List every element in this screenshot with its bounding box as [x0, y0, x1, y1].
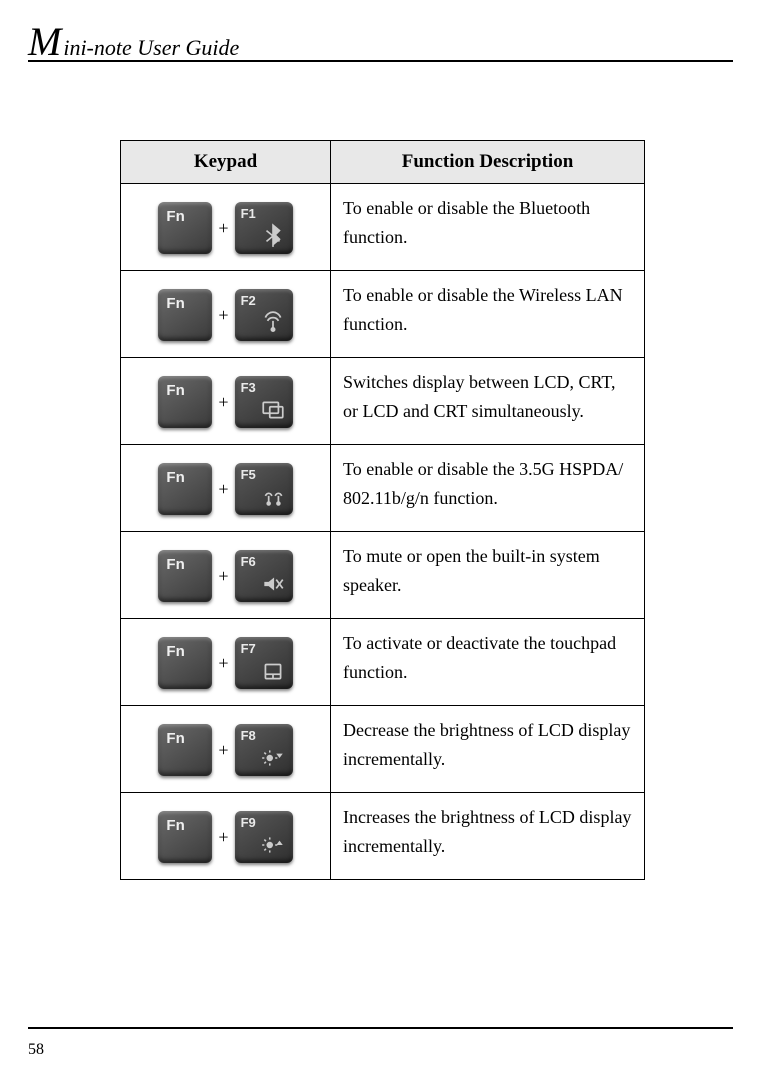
- page: M ini-note User Guide Keypad Function De…: [0, 0, 761, 1079]
- touchpad-icon: [259, 658, 287, 684]
- keypad-cell: Fn + F8: [121, 706, 331, 793]
- header-initial: M: [28, 18, 61, 65]
- function-key-table: Keypad Function Description Fn + F1: [120, 140, 645, 880]
- description-cell: Decrease the brightness of LCD display i…: [331, 706, 645, 793]
- plus-sign: +: [216, 566, 230, 587]
- fn-key: Fn: [158, 550, 212, 602]
- fn-key: Fn: [158, 376, 212, 428]
- key-combo: Fn + F3: [158, 376, 292, 428]
- table-row: Fn + F3 Switches display between LCD, CR…: [121, 358, 645, 445]
- fn-key: Fn: [158, 289, 212, 341]
- f3-key: F3: [235, 376, 293, 428]
- keypad-cell: Fn + F9: [121, 793, 331, 880]
- wifi-icon: [259, 310, 287, 336]
- fn-key: Fn: [158, 463, 212, 515]
- table-body: Fn + F1 To enable or disable the Bluetoo…: [121, 184, 645, 880]
- fkey-label: F3: [241, 380, 256, 395]
- keypad-cell: Fn + F6: [121, 532, 331, 619]
- fn-key: Fn: [158, 637, 212, 689]
- key-combo: Fn + F7: [158, 637, 292, 689]
- display-icon: [259, 397, 287, 423]
- plus-sign: +: [216, 305, 230, 326]
- fkey-label: F6: [241, 554, 256, 569]
- table-row: Fn + F1 To enable or disable the Bluetoo…: [121, 184, 645, 271]
- plus-sign: +: [216, 740, 230, 761]
- fn-key: Fn: [158, 811, 212, 863]
- f5-key: F5: [235, 463, 293, 515]
- keypad-cell: Fn + F5: [121, 445, 331, 532]
- wireless-icon: [259, 484, 287, 510]
- plus-sign: +: [216, 392, 230, 413]
- page-number: 58: [28, 1041, 44, 1059]
- fkey-label: F7: [241, 641, 256, 656]
- plus-sign: +: [216, 479, 230, 500]
- brightness-down-icon: [259, 745, 287, 771]
- description-cell: Increases the brightness of LCD display …: [331, 793, 645, 880]
- key-combo: Fn + F9: [158, 811, 292, 863]
- description-cell: To activate or deactivate the touchpad f…: [331, 619, 645, 706]
- table-header-row: Keypad Function Description: [121, 141, 645, 184]
- col-header-keypad: Keypad: [121, 141, 331, 184]
- description-cell: To enable or disable the Bluetooth funct…: [331, 184, 645, 271]
- plus-sign: +: [216, 653, 230, 674]
- table-row: Fn + F2 To enable or disable the Wireles…: [121, 271, 645, 358]
- f1-key: F1: [235, 202, 293, 254]
- key-combo: Fn + F1: [158, 202, 292, 254]
- col-header-description: Function Description: [331, 141, 645, 184]
- key-combo: Fn + F8: [158, 724, 292, 776]
- f2-key: F2: [235, 289, 293, 341]
- mute-icon: [259, 571, 287, 597]
- header-title: ini-note User Guide: [63, 35, 239, 61]
- description-cell: To enable or disable the 3.5G HSPDA/ 802…: [331, 445, 645, 532]
- keypad-cell: Fn + F7: [121, 619, 331, 706]
- plus-sign: +: [216, 218, 230, 239]
- table-row: Fn + F8 Decrease the brightness of LCD d…: [121, 706, 645, 793]
- divider-top: [28, 60, 733, 62]
- fkey-label: F9: [241, 815, 256, 830]
- description-cell: To enable or disable the Wireless LAN fu…: [331, 271, 645, 358]
- f7-key: F7: [235, 637, 293, 689]
- divider-bottom: [28, 1027, 733, 1029]
- key-combo: Fn + F5: [158, 463, 292, 515]
- key-combo: Fn + F2: [158, 289, 292, 341]
- keypad-cell: Fn + F3: [121, 358, 331, 445]
- keypad-cell: Fn + F2: [121, 271, 331, 358]
- table-row: Fn + F9 Increases the brightness of LCD …: [121, 793, 645, 880]
- f6-key: F6: [235, 550, 293, 602]
- table-row: Fn + F6 To mute or open the built-in sys…: [121, 532, 645, 619]
- f9-key: F9: [235, 811, 293, 863]
- fkey-label: F8: [241, 728, 256, 743]
- description-cell: Switches display between LCD, CRT, or LC…: [331, 358, 645, 445]
- table-row: Fn + F7 To activate or deactivate the to…: [121, 619, 645, 706]
- table-row: Fn + F5 To enable or disable the 3.5G HS…: [121, 445, 645, 532]
- key-combo: Fn + F6: [158, 550, 292, 602]
- fkey-label: F5: [241, 467, 256, 482]
- fn-key: Fn: [158, 724, 212, 776]
- fkey-label: F1: [241, 206, 256, 221]
- keypad-cell: Fn + F1: [121, 184, 331, 271]
- fn-key: Fn: [158, 202, 212, 254]
- brightness-up-icon: [259, 832, 287, 858]
- fkey-label: F2: [241, 293, 256, 308]
- page-header: M ini-note User Guide: [28, 18, 733, 65]
- plus-sign: +: [216, 827, 230, 848]
- bluetooth-icon: [259, 223, 287, 249]
- f8-key: F8: [235, 724, 293, 776]
- description-cell: To mute or open the built-in system spea…: [331, 532, 645, 619]
